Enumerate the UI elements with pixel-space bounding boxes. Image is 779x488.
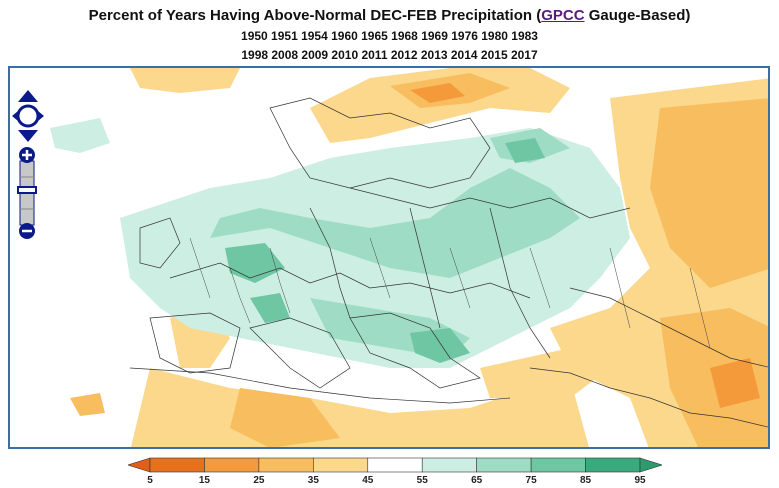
pan-arrows-icon[interactable] — [10, 88, 46, 144]
title-prefix: Percent of Years Having Above-Normal DEC… — [88, 7, 542, 24]
zoom-slider[interactable] — [17, 147, 37, 239]
legend-swatch — [149, 457, 205, 473]
legend-swatch — [421, 457, 477, 473]
legend-tick-label: 65 — [471, 475, 483, 486]
legend-swatch — [313, 457, 369, 473]
legend-tick-label: 25 — [253, 475, 265, 486]
pan-center-icon[interactable] — [16, 104, 40, 128]
map-header: Percent of Years Having Above-Normal DEC… — [0, 0, 779, 65]
legend-tick-label: 85 — [579, 475, 592, 486]
legend-swatch — [204, 457, 260, 473]
coastlines — [129, 97, 768, 428]
driest-regions — [410, 83, 760, 408]
precipitation-map — [10, 68, 768, 447]
color-legend: 5 15 25 35 45 55 65 75 85 95 — [128, 456, 662, 488]
legend-tick-label: 95 — [634, 475, 646, 486]
legend-over-arrow — [639, 457, 662, 473]
legend-tick-label: 5 — [147, 475, 153, 486]
legend-swatch — [367, 457, 423, 473]
legend-swatch — [476, 457, 532, 473]
legend-colorbar — [128, 457, 662, 473]
pan-control[interactable] — [10, 88, 46, 144]
zoom-handle-icon[interactable] — [17, 186, 37, 194]
legend-swatch — [258, 457, 314, 473]
gpcc-link[interactable]: GPCC — [541, 7, 585, 24]
title-suffix: Gauge-Based) — [584, 7, 691, 24]
map-viewport[interactable] — [8, 66, 770, 449]
legend-swatch — [530, 457, 586, 473]
years-line-1: 1950 1951 1954 1960 1965 1968 1969 1976 … — [241, 29, 538, 43]
legend-under-arrow — [128, 457, 151, 473]
legend-swatch — [585, 457, 641, 473]
legend-tick-label: 75 — [525, 475, 537, 486]
zoom-control[interactable] — [17, 147, 37, 239]
legend-tick-label: 15 — [198, 475, 210, 486]
pan-up-icon[interactable] — [18, 90, 38, 102]
legend-tick-label: 35 — [307, 475, 319, 486]
years-line-2: 1998 2008 2009 2010 2011 2012 2013 2014 … — [241, 48, 538, 62]
legend-tick-label: 55 — [416, 475, 428, 486]
map-title: Percent of Years Having Above-Normal DEC… — [0, 7, 779, 24]
country-borders — [189, 237, 711, 349]
legend-tick-label: 45 — [362, 475, 374, 486]
pan-down-icon[interactable] — [18, 130, 38, 142]
